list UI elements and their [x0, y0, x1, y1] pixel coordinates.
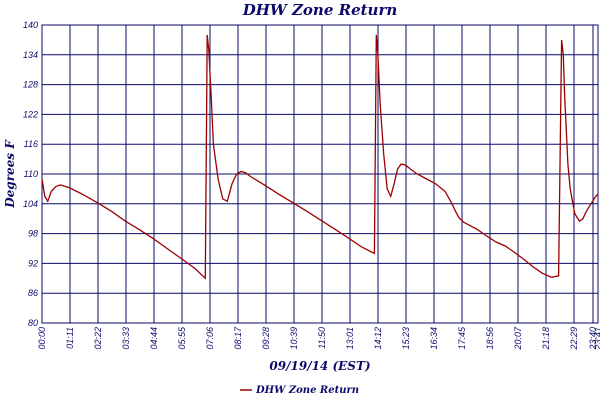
x-tick-label: 01:11	[65, 327, 75, 349]
y-tick-label: 122	[23, 109, 38, 119]
x-tick-label: 14:12	[373, 327, 383, 350]
x-tick-label: 18:56	[485, 327, 495, 350]
y-tick-label: 80	[28, 318, 38, 328]
y-tick-label: 92	[28, 258, 38, 268]
y-axis-label: Degrees F	[3, 139, 17, 209]
x-tick-label: 22:29	[569, 327, 579, 351]
chart-title: DHW Zone Return	[242, 1, 398, 19]
y-tick-label: 104	[23, 199, 38, 209]
x-tick-label: 21:18	[541, 327, 551, 351]
x-tick-label: 16:34	[429, 327, 439, 350]
x-tick-label: 10:39	[289, 327, 299, 350]
x-tick-label: 23:40	[588, 327, 598, 351]
x-tick-label: 20:07	[513, 326, 523, 351]
x-tick-label: 23:41	[593, 327, 600, 351]
x-tick-label: 17:45	[457, 326, 467, 350]
x-tick-label: 09:28	[261, 327, 271, 350]
x-tick-label: 11:50	[317, 327, 327, 349]
x-tick-label: 00:00	[37, 327, 47, 350]
legend-label: DHW Zone Return	[255, 385, 359, 396]
x-tick-label: 05:55	[177, 326, 187, 350]
y-tick-label: 110	[24, 169, 38, 179]
x-tick-label: 04:44	[149, 327, 159, 350]
x-tick-labels: 00:00 01:11 02:22 03:33 04:44 05:55 07:06 08:17…	[37, 326, 600, 351]
y-tick-label: 140	[23, 20, 38, 30]
y-tick-label: 86	[28, 288, 38, 298]
series-line-dhw-zone-return	[41, 34, 599, 280]
y-tick-label: 98	[28, 229, 38, 239]
y-tick-labels: 80 86 92 98 104 110 116 122 128 134 140	[23, 20, 38, 328]
x-tick-label: 08:17	[233, 326, 243, 350]
plot-frame	[41, 24, 599, 324]
x-tick-label: 03:33	[121, 327, 131, 350]
y-tick-label: 116	[24, 139, 38, 149]
x-tick-label: 15:23	[401, 327, 411, 350]
y-tick-label: 128	[23, 80, 38, 90]
y-tick-label: 134	[23, 50, 38, 60]
x-axis-label: 09/19/14 (EST)	[269, 359, 370, 373]
x-tick-label: 13:01	[345, 327, 355, 350]
x-tick-label: 02:22	[93, 327, 103, 350]
x-tick-label: 07:06	[205, 327, 215, 350]
